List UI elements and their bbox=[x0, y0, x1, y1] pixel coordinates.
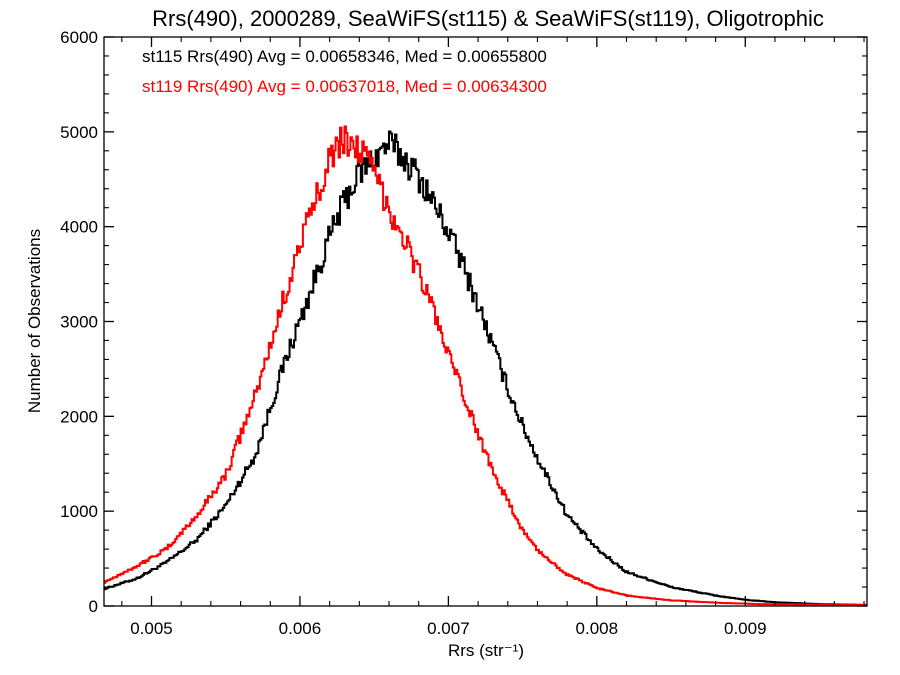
series-st115-line bbox=[104, 130, 867, 606]
y-tick-label: 6000 bbox=[60, 28, 98, 47]
series-st119-line bbox=[104, 125, 867, 607]
x-tick-label: 0.008 bbox=[576, 619, 619, 638]
annotation-st119: st119 Rrs(490) Avg = 0.00637018, Med = 0… bbox=[142, 77, 547, 96]
x-tick-layer: 0.005 0.006 0.007 0.008 0.009 bbox=[121, 37, 865, 638]
y-tick-label: 1000 bbox=[60, 502, 98, 521]
x-tick-label: 0.007 bbox=[427, 619, 470, 638]
chart-title: Rrs(490), 2000289, SeaWiFS(st115) & SeaW… bbox=[152, 6, 824, 31]
y-tick-label: 3000 bbox=[60, 313, 98, 332]
x-tick-label: 0.005 bbox=[130, 619, 173, 638]
y-tick-label: 4000 bbox=[60, 218, 98, 237]
y-axis-label: Number of Observations bbox=[25, 229, 44, 413]
x-tick-label: 0.009 bbox=[724, 619, 767, 638]
y-tick-label: 0 bbox=[89, 597, 98, 616]
y-tick-label: 5000 bbox=[60, 123, 98, 142]
series-layer bbox=[104, 125, 867, 607]
y-tick-layer: 0 1000 2000 3000 4000 5000 6000 bbox=[60, 28, 867, 616]
annotation-st115: st115 Rrs(490) Avg = 0.00658346, Med = 0… bbox=[142, 47, 547, 66]
x-axis-label: Rrs (str⁻¹) bbox=[448, 641, 524, 660]
x-tick-label: 0.006 bbox=[279, 619, 322, 638]
y-tick-label: 2000 bbox=[60, 407, 98, 426]
